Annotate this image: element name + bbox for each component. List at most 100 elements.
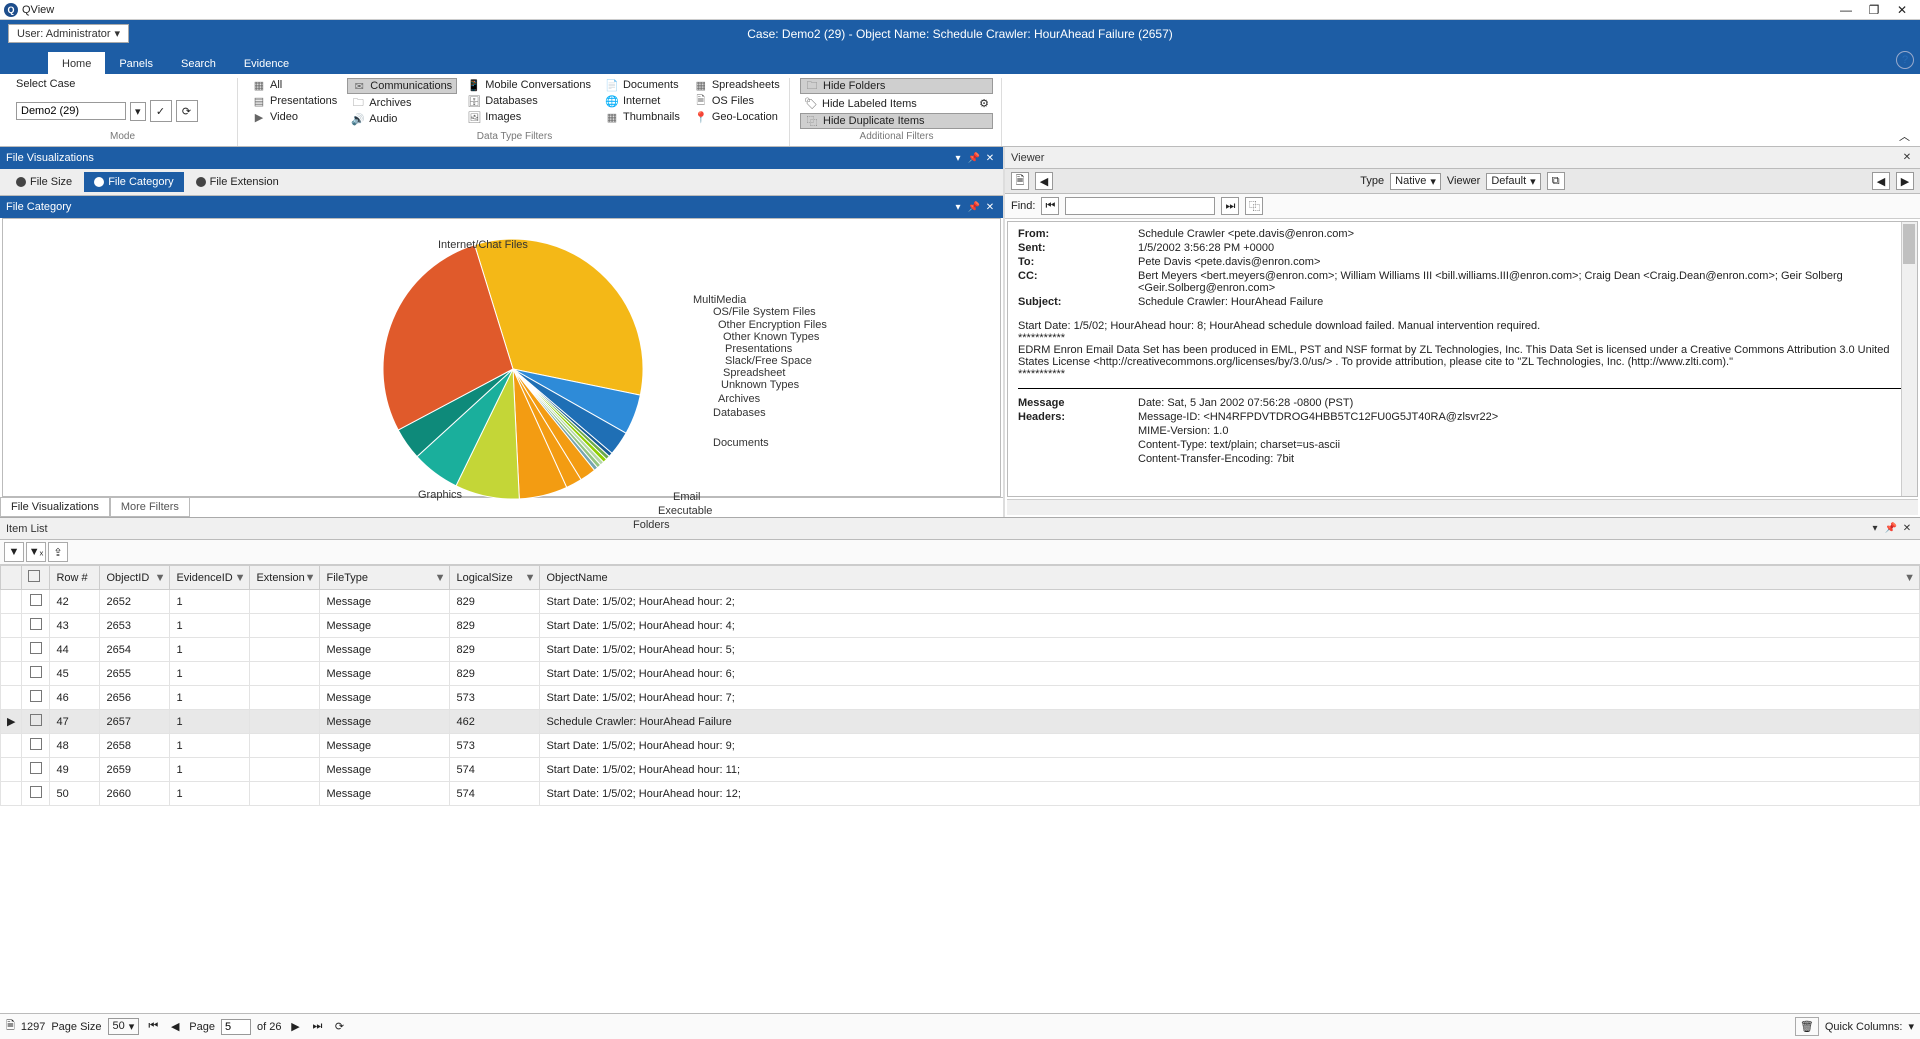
pager-refresh-icon[interactable]: ⟳	[331, 1019, 347, 1035]
table-row[interactable]: 4926591Message574Start Date: 1/5/02; Hou…	[1, 758, 1920, 782]
viewer-popout-icon[interactable]: ⧉	[1547, 172, 1565, 190]
row-checkbox[interactable]	[30, 690, 42, 702]
row-checkbox[interactable]	[30, 618, 42, 630]
filter-communications[interactable]: ✉Communications	[347, 78, 457, 94]
table-row[interactable]: ▶4726571Message462Schedule Crawler: Hour…	[1, 710, 1920, 734]
minimize-icon[interactable]: —	[1832, 1, 1860, 19]
filter-presentations[interactable]: ▤Presentations	[248, 94, 341, 108]
hide-duplicate-toggle[interactable]: ⿻Hide Duplicate Items	[800, 113, 993, 129]
row-checkbox[interactable]	[30, 738, 42, 750]
pager-last-icon[interactable]: ⏭	[309, 1019, 325, 1035]
viewer-page-icon[interactable]: 🗎	[1011, 172, 1029, 190]
viewer-vscrollbar[interactable]	[1901, 222, 1917, 496]
help-icon[interactable]: ?	[1896, 51, 1914, 69]
hide-labeled-toggle[interactable]: 🏷Hide Labeled Items⚙	[800, 96, 993, 111]
filter-images[interactable]: 🖼Images	[463, 110, 595, 124]
itemlist-menu-icon[interactable]: ▾	[1868, 522, 1882, 536]
user-dropdown[interactable]: User: Administrator ▾	[8, 24, 129, 43]
filter-thumbnails[interactable]: ▦Thumbnails	[601, 110, 684, 124]
filter-icon[interactable]: ▼	[525, 572, 536, 584]
panel-pin-icon[interactable]: 📌	[967, 151, 981, 165]
filter-databases[interactable]: 🗄Databases	[463, 94, 595, 108]
col-objectname[interactable]: ObjectName▼	[540, 566, 1920, 590]
delete-column-icon[interactable]: 🗑	[1795, 1017, 1819, 1036]
vistab-file-extension[interactable]: File Extension	[186, 172, 289, 192]
tab-evidence[interactable]: Evidence	[230, 52, 303, 74]
filter-icon[interactable]: ▼	[155, 572, 166, 584]
table-row[interactable]: 4226521Message829Start Date: 1/5/02; Hou…	[1, 590, 1920, 614]
viewer-prev-doc-icon[interactable]: ◀	[1872, 172, 1890, 190]
itemlist-pin-icon[interactable]: 📌	[1884, 522, 1898, 536]
filter-icon[interactable]: ▼	[305, 572, 316, 584]
viewer-back-icon[interactable]: ◀	[1035, 172, 1053, 190]
row-checkbox[interactable]	[30, 666, 42, 678]
filter-icon[interactable]: ▼	[235, 572, 246, 584]
row-checkbox[interactable]	[30, 714, 42, 726]
gear-icon[interactable]: ⚙	[979, 97, 989, 110]
itemlist-close-icon[interactable]: ✕	[1900, 522, 1914, 536]
filter-all[interactable]: ▦All	[248, 78, 341, 92]
find-next-icon[interactable]: ⏭	[1221, 197, 1239, 215]
quick-columns-dropdown-icon[interactable]: ▾	[1908, 1020, 1914, 1033]
confirm-case-button[interactable]: ✓	[150, 100, 172, 122]
vistab-file-size[interactable]: File Size	[6, 172, 82, 192]
subpanel-close-icon[interactable]: ✕	[983, 200, 997, 214]
table-row[interactable]: 5026601Message574Start Date: 1/5/02; Hou…	[1, 782, 1920, 806]
filter-video[interactable]: ▶Video	[248, 110, 341, 124]
table-row[interactable]: 4626561Message573Start Date: 1/5/02; Hou…	[1, 686, 1920, 710]
bottomtab-more-filters[interactable]: More Filters	[110, 498, 190, 517]
filter-archives[interactable]: 🗀Archives	[347, 96, 457, 110]
subpanel-pin-icon[interactable]: 📌	[967, 200, 981, 214]
case-dropdown-icon[interactable]: ▾	[130, 102, 146, 121]
page-size-select[interactable]: 50▾	[108, 1018, 140, 1035]
row-checkbox[interactable]	[30, 594, 42, 606]
tab-search[interactable]: Search	[167, 52, 230, 74]
type-select[interactable]: Native▾	[1390, 173, 1441, 190]
export-button[interactable]: ⇪	[48, 542, 68, 562]
viewer-close-icon[interactable]: ✕	[1900, 151, 1914, 165]
page-input[interactable]	[221, 1019, 251, 1035]
table-row[interactable]: 4526551Message829Start Date: 1/5/02; Hou…	[1, 662, 1920, 686]
filter-geo[interactable]: 📍Geo-Location	[690, 110, 784, 124]
col-filetype[interactable]: FileType▼	[320, 566, 450, 590]
panel-menu-icon[interactable]: ▾	[951, 151, 965, 165]
row-checkbox[interactable]	[30, 642, 42, 654]
viewer-hscrollbar[interactable]	[1007, 499, 1918, 515]
maximize-icon[interactable]: ❐	[1860, 1, 1888, 19]
hide-folders-toggle[interactable]: 🗀Hide Folders	[800, 78, 993, 94]
vistab-file-category[interactable]: File Category	[84, 172, 183, 192]
tab-home[interactable]: Home	[48, 52, 105, 74]
pager-doc-icon[interactable]: 🗎	[6, 1017, 15, 1036]
table-row[interactable]: 4326531Message829Start Date: 1/5/02; Hou…	[1, 614, 1920, 638]
close-icon[interactable]: ✕	[1888, 1, 1916, 19]
table-row[interactable]: 4426541Message829Start Date: 1/5/02; Hou…	[1, 638, 1920, 662]
find-copy-icon[interactable]: ⿻	[1245, 197, 1263, 215]
case-select-input[interactable]	[16, 102, 126, 120]
panel-close-icon[interactable]: ✕	[983, 151, 997, 165]
filter-audio[interactable]: 🔊Audio	[347, 112, 457, 126]
clear-filter-button[interactable]: ▼ₓ	[26, 542, 46, 562]
ribbon-collapse-icon[interactable]: ︿	[1899, 128, 1910, 144]
row-checkbox[interactable]	[30, 786, 42, 798]
filter-icon[interactable]: ▼	[1904, 572, 1915, 584]
tab-panels[interactable]: Panels	[105, 52, 167, 74]
row-checkbox[interactable]	[30, 762, 42, 774]
pager-first-icon[interactable]: ⏮	[145, 1019, 161, 1035]
pager-prev-icon[interactable]: ◀	[167, 1019, 183, 1035]
col-row[interactable]: Row #	[50, 566, 100, 590]
subpanel-menu-icon[interactable]: ▾	[951, 200, 965, 214]
filter-mobile[interactable]: 📱Mobile Conversations	[463, 78, 595, 92]
bottomtab-visualizations[interactable]: File Visualizations	[0, 498, 110, 517]
filter-spreadsheets[interactable]: ▦Spreadsheets	[690, 78, 784, 92]
filter-osfiles[interactable]: 🗎OS Files	[690, 94, 784, 108]
refresh-case-button[interactable]: ⟳	[176, 100, 198, 122]
col-objectid[interactable]: ObjectID▼	[100, 566, 170, 590]
find-input[interactable]	[1065, 197, 1215, 215]
find-first-icon[interactable]: ⏮	[1041, 197, 1059, 215]
viewer-next-doc-icon[interactable]: ▶	[1896, 172, 1914, 190]
filter-documents[interactable]: 📄Documents	[601, 78, 684, 92]
pager-next-icon[interactable]: ▶	[287, 1019, 303, 1035]
file-category-pie-chart[interactable]	[343, 229, 683, 519]
col-extension[interactable]: Extension▼	[250, 566, 320, 590]
col-logicalsize[interactable]: LogicalSize▼	[450, 566, 540, 590]
